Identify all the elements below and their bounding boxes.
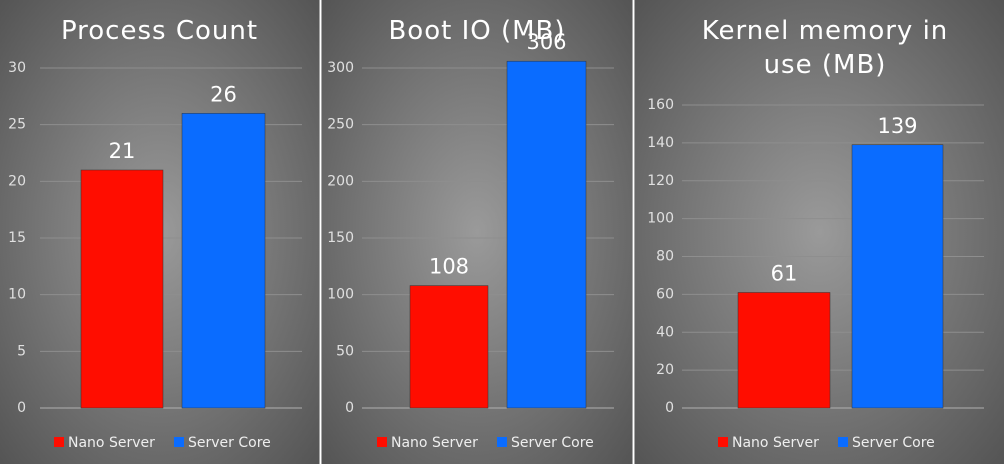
bar: [506, 60, 587, 409]
legend-label: Server Core: [852, 435, 935, 451]
legend-label: Nano Server: [732, 435, 819, 451]
y-tick-label: 20: [656, 362, 674, 378]
legend-label: Nano Server: [68, 435, 155, 451]
legend-swatch: [54, 437, 64, 447]
y-tick-label: 200: [327, 173, 354, 189]
y-tick-label: 25: [8, 117, 26, 133]
data-label: 139: [877, 114, 917, 138]
bar: [851, 144, 944, 409]
bar: [80, 169, 164, 409]
y-tick-label: 15: [8, 230, 26, 246]
y-tick-label: 5: [17, 343, 26, 359]
legend-swatch: [497, 437, 507, 447]
chart-title: Kernel memory in use (MB): [701, 16, 949, 80]
y-tick-label: 160: [647, 97, 674, 113]
legend-swatch: [838, 437, 848, 447]
legend-label: Server Core: [511, 435, 594, 451]
data-label: 61: [771, 261, 798, 285]
y-tick-label: 0: [345, 400, 354, 416]
legend-label: Nano Server: [391, 435, 478, 451]
y-tick-label: 20: [8, 173, 26, 189]
legend-label: Server Core: [188, 435, 271, 451]
y-tick-label: 150: [327, 230, 354, 246]
legend-swatch: [377, 437, 387, 447]
y-tick-label: 100: [327, 287, 354, 303]
y-tick-label: 140: [647, 135, 674, 151]
y-tick-label: 0: [665, 400, 674, 416]
y-tick-label: 300: [327, 60, 354, 76]
data-label: 26: [210, 82, 237, 106]
legend-swatch: [718, 437, 728, 447]
bar: [737, 292, 831, 409]
y-tick-label: 60: [656, 286, 674, 302]
data-label: 21: [109, 139, 136, 163]
data-label: 108: [429, 255, 469, 279]
y-tick-label: 80: [656, 249, 674, 265]
y-tick-label: 50: [336, 343, 354, 359]
y-tick-label: 100: [647, 211, 674, 227]
y-tick-label: 10: [8, 287, 26, 303]
y-tick-label: 0: [17, 400, 26, 416]
y-tick-label: 120: [647, 173, 674, 189]
y-tick-label: 250: [327, 117, 354, 133]
y-tick-label: 30: [8, 60, 26, 76]
chart-title: Process Count: [60, 16, 259, 46]
y-tick-label: 40: [656, 324, 674, 340]
chart-title: Boot IO (MB): [388, 16, 566, 46]
legend-swatch: [174, 437, 184, 447]
bar: [181, 113, 266, 409]
data-label: 306: [526, 30, 566, 54]
bar: [409, 285, 489, 409]
